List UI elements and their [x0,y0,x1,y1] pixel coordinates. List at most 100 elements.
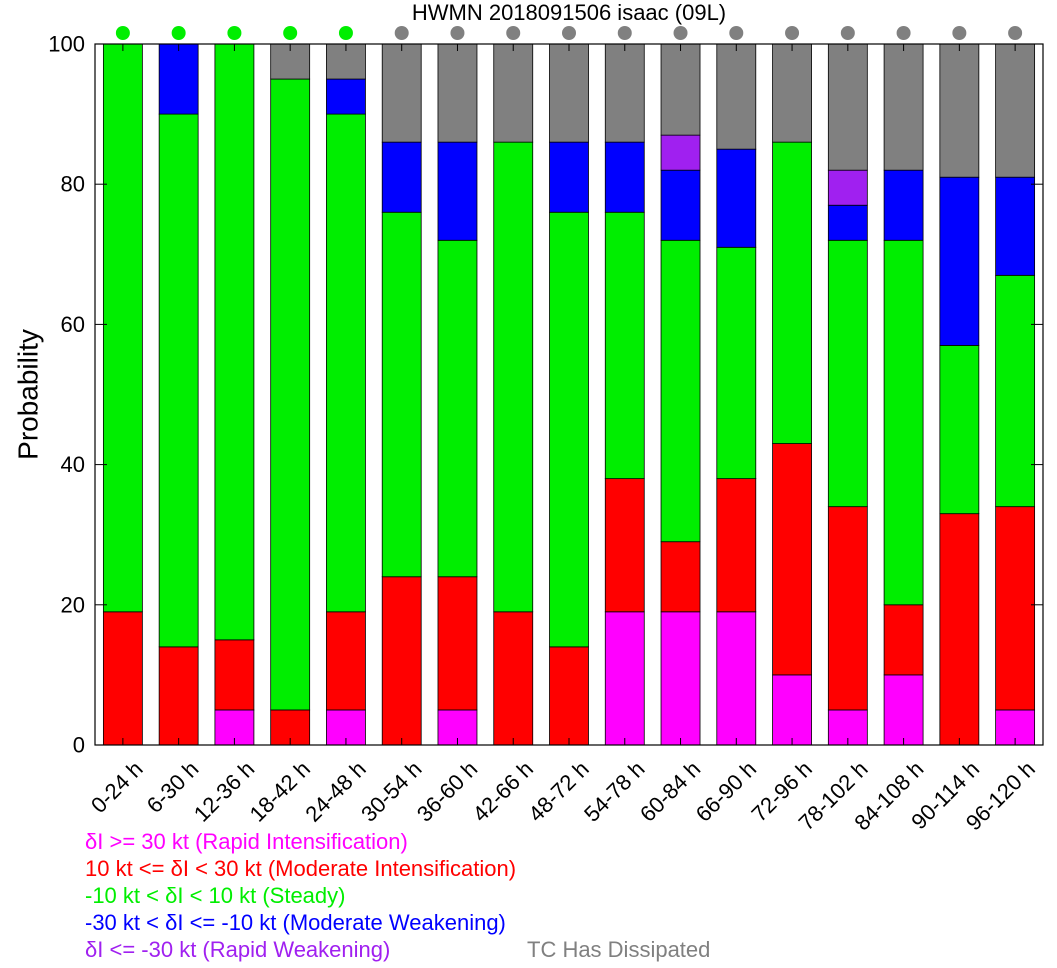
bar-mi-13 [827,506,868,711]
bar-mi-5 [381,576,422,746]
bar-ri-10 [660,611,701,746]
bar-mi-9 [604,478,645,613]
bar-mw-14 [883,169,924,241]
bar-steady-14 [883,239,924,606]
bar-rw-13 [827,169,868,206]
x-tick-label-6: 36-60 h [412,756,482,826]
x-tick-label-7: 42-66 h [468,756,538,826]
x-tick-label-8: 48-72 h [523,756,593,826]
status-dot-2 [227,26,242,40]
bar-mw-4 [326,78,366,115]
status-dot-12 [785,26,800,40]
x-tick-label-9: 54-78 h [579,756,649,826]
legend-entry-dissipated: TC Has Dissipated [527,937,711,962]
bar-steady-7 [493,141,534,613]
bar-mw-13 [827,204,868,241]
bar-dissipated-10 [660,43,701,136]
bar-steady-13 [827,239,868,508]
bar-dissipated-9 [604,43,645,143]
legend-entry-moderate-weakening: -30 kt < δI <= -10 kt (Moderate Weakenin… [85,910,506,935]
x-tick-label-5: 30-54 h [356,756,426,826]
status-dot-14 [896,26,911,40]
bar-mw-11 [716,148,757,248]
bar-ri-12 [772,674,812,746]
status-dot-8 [562,26,576,40]
bar-ri-9 [604,611,645,746]
bar-mi-8 [549,646,589,746]
y-tick-label-1: 20 [61,592,85,617]
bar-steady-9 [604,211,645,480]
bar-steady-0 [102,43,143,613]
bar-steady-10 [660,239,701,543]
bar-mw-15 [939,176,980,346]
bar-mw-9 [604,141,645,213]
bar-dissipated-13 [827,43,868,171]
bar-steady-8 [549,211,589,648]
status-dot-5 [394,26,409,40]
bar-steady-11 [716,246,757,480]
bar-mi-6 [437,576,478,711]
bar-mi-12 [772,443,812,676]
status-dot-11 [729,26,744,40]
bar-dissipated-16 [995,43,1036,178]
bar-steady-15 [939,345,980,515]
y-tick-label-3: 60 [61,312,85,337]
x-tick-label-11: 66-90 h [691,756,761,826]
bar-dissipated-6 [437,43,478,143]
status-dot-4 [338,26,353,40]
bar-steady-12 [772,141,812,444]
status-dot-13 [840,26,855,40]
bar-mw-16 [995,176,1036,276]
bar-steady-5 [381,211,422,578]
bar-mi-4 [326,611,366,711]
y-tick-label-4: 80 [61,172,85,197]
x-tick-label-0: 0-24 h [86,756,148,818]
bar-dissipated-8 [549,43,589,143]
bar-ri-11 [716,611,757,746]
bar-mw-5 [381,141,422,213]
bar-steady-1 [158,113,199,648]
bar-mw-6 [437,141,478,241]
bar-ri-14 [883,674,924,746]
status-dot-15 [952,26,967,40]
bar-mw-8 [549,141,589,213]
x-tick-label-2: 12-36 h [189,756,259,826]
bar-mi-10 [660,541,701,613]
bar-mi-0 [102,611,143,746]
bar-mi-7 [493,611,534,746]
bar-steady-6 [437,239,478,578]
bar-steady-2 [214,43,255,641]
bar-dissipated-5 [381,43,422,143]
legend-entry-rapid-weakening: δI <= -30 kt (Rapid Weakening) [85,937,391,962]
y-tick-label-5: 100 [48,32,85,57]
status-dot-6 [450,26,465,40]
bar-dissipated-7 [493,43,534,143]
x-tick-label-10: 60-84 h [635,756,705,826]
legend-entry-moderate-intensification: 10 kt <= δI < 30 kt (Moderate Intensific… [85,856,517,881]
status-dot-10 [673,26,688,40]
x-tick-label-3: 18-42 h [245,756,315,826]
status-dot-16 [1008,26,1023,40]
y-tick-label-0: 0 [73,733,85,758]
y-axis-label: Probability [13,329,44,460]
bar-dissipated-14 [883,43,924,171]
status-dot-3 [283,26,298,40]
bar-mw-10 [660,169,701,241]
x-tick-label-4: 24-48 h [300,756,370,826]
status-dot-0 [115,26,130,40]
legend-entry-rapid-intensification: δI >= 30 kt (Rapid Intensification) [85,829,408,854]
bar-rw-10 [660,134,701,171]
bar-steady-3 [270,78,311,711]
status-dot-1 [171,26,186,40]
status-dot-7 [506,26,521,40]
bar-mi-15 [939,513,980,746]
y-tick-label-2: 40 [61,452,85,477]
status-dot-9 [617,26,632,40]
bar-mi-1 [158,646,199,746]
chart-title: HWMN 2018091506 isaac (09L) [412,0,726,25]
bar-mi-11 [716,478,757,613]
bar-dissipated-12 [772,43,812,143]
plot-frame [94,43,1044,746]
bar-steady-16 [995,274,1036,508]
